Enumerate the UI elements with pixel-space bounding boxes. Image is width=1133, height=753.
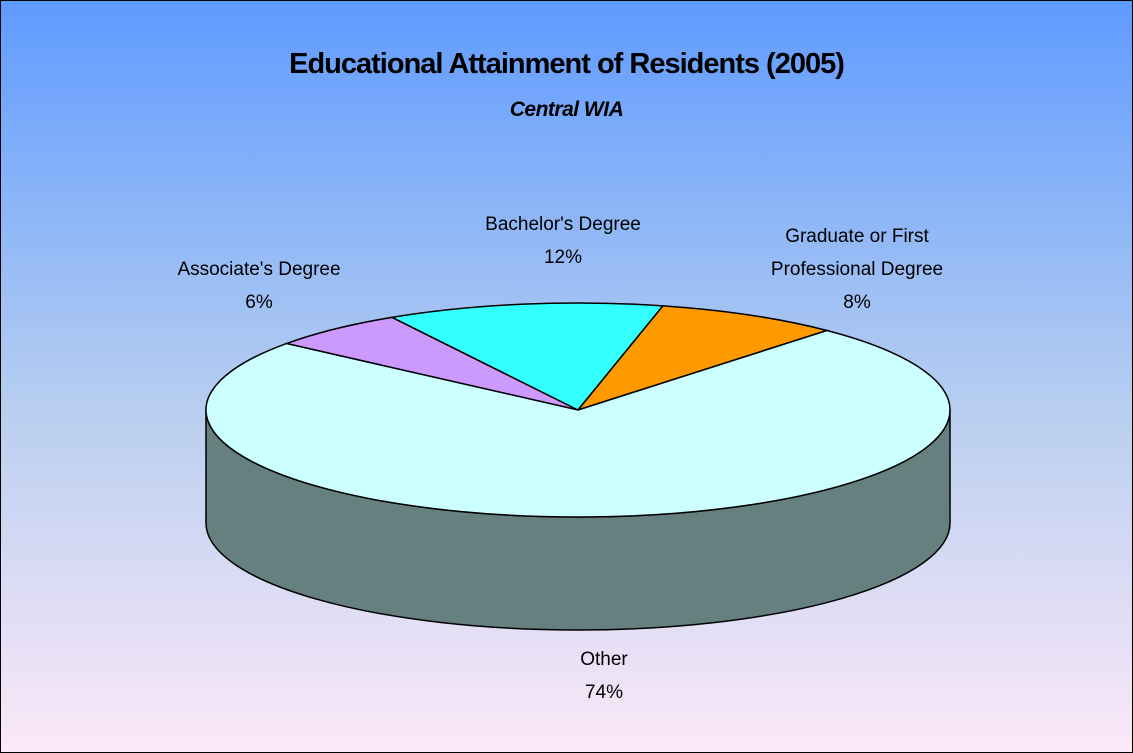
data-label: Other 74% — [504, 643, 704, 709]
slice — [389, 302, 665, 411]
category-label: Associate's Degree — [177, 259, 341, 280]
data-label: Graduate or First Professional Degree 8% — [757, 220, 957, 319]
slice — [575, 305, 830, 412]
value-label: 74% — [584, 682, 624, 703]
value-label: 8% — [843, 292, 871, 313]
data-label: Associate's Degree 6% — [159, 253, 359, 319]
value-label: 6% — [245, 292, 273, 313]
chart-title: Educational Attainment of Residents (200… — [289, 48, 845, 80]
data-label: Bachelor's Degree 12% — [463, 208, 663, 274]
pie — [205, 302, 951, 631]
chart-subtitle: Central WIA — [509, 98, 624, 121]
category-label: Graduate or First Professional Degree — [770, 226, 944, 280]
slice — [205, 329, 951, 518]
category-label: Other — [580, 649, 628, 670]
category-label: Bachelor's Degree — [485, 214, 641, 235]
slice — [283, 316, 579, 411]
value-label: 12% — [543, 247, 583, 268]
